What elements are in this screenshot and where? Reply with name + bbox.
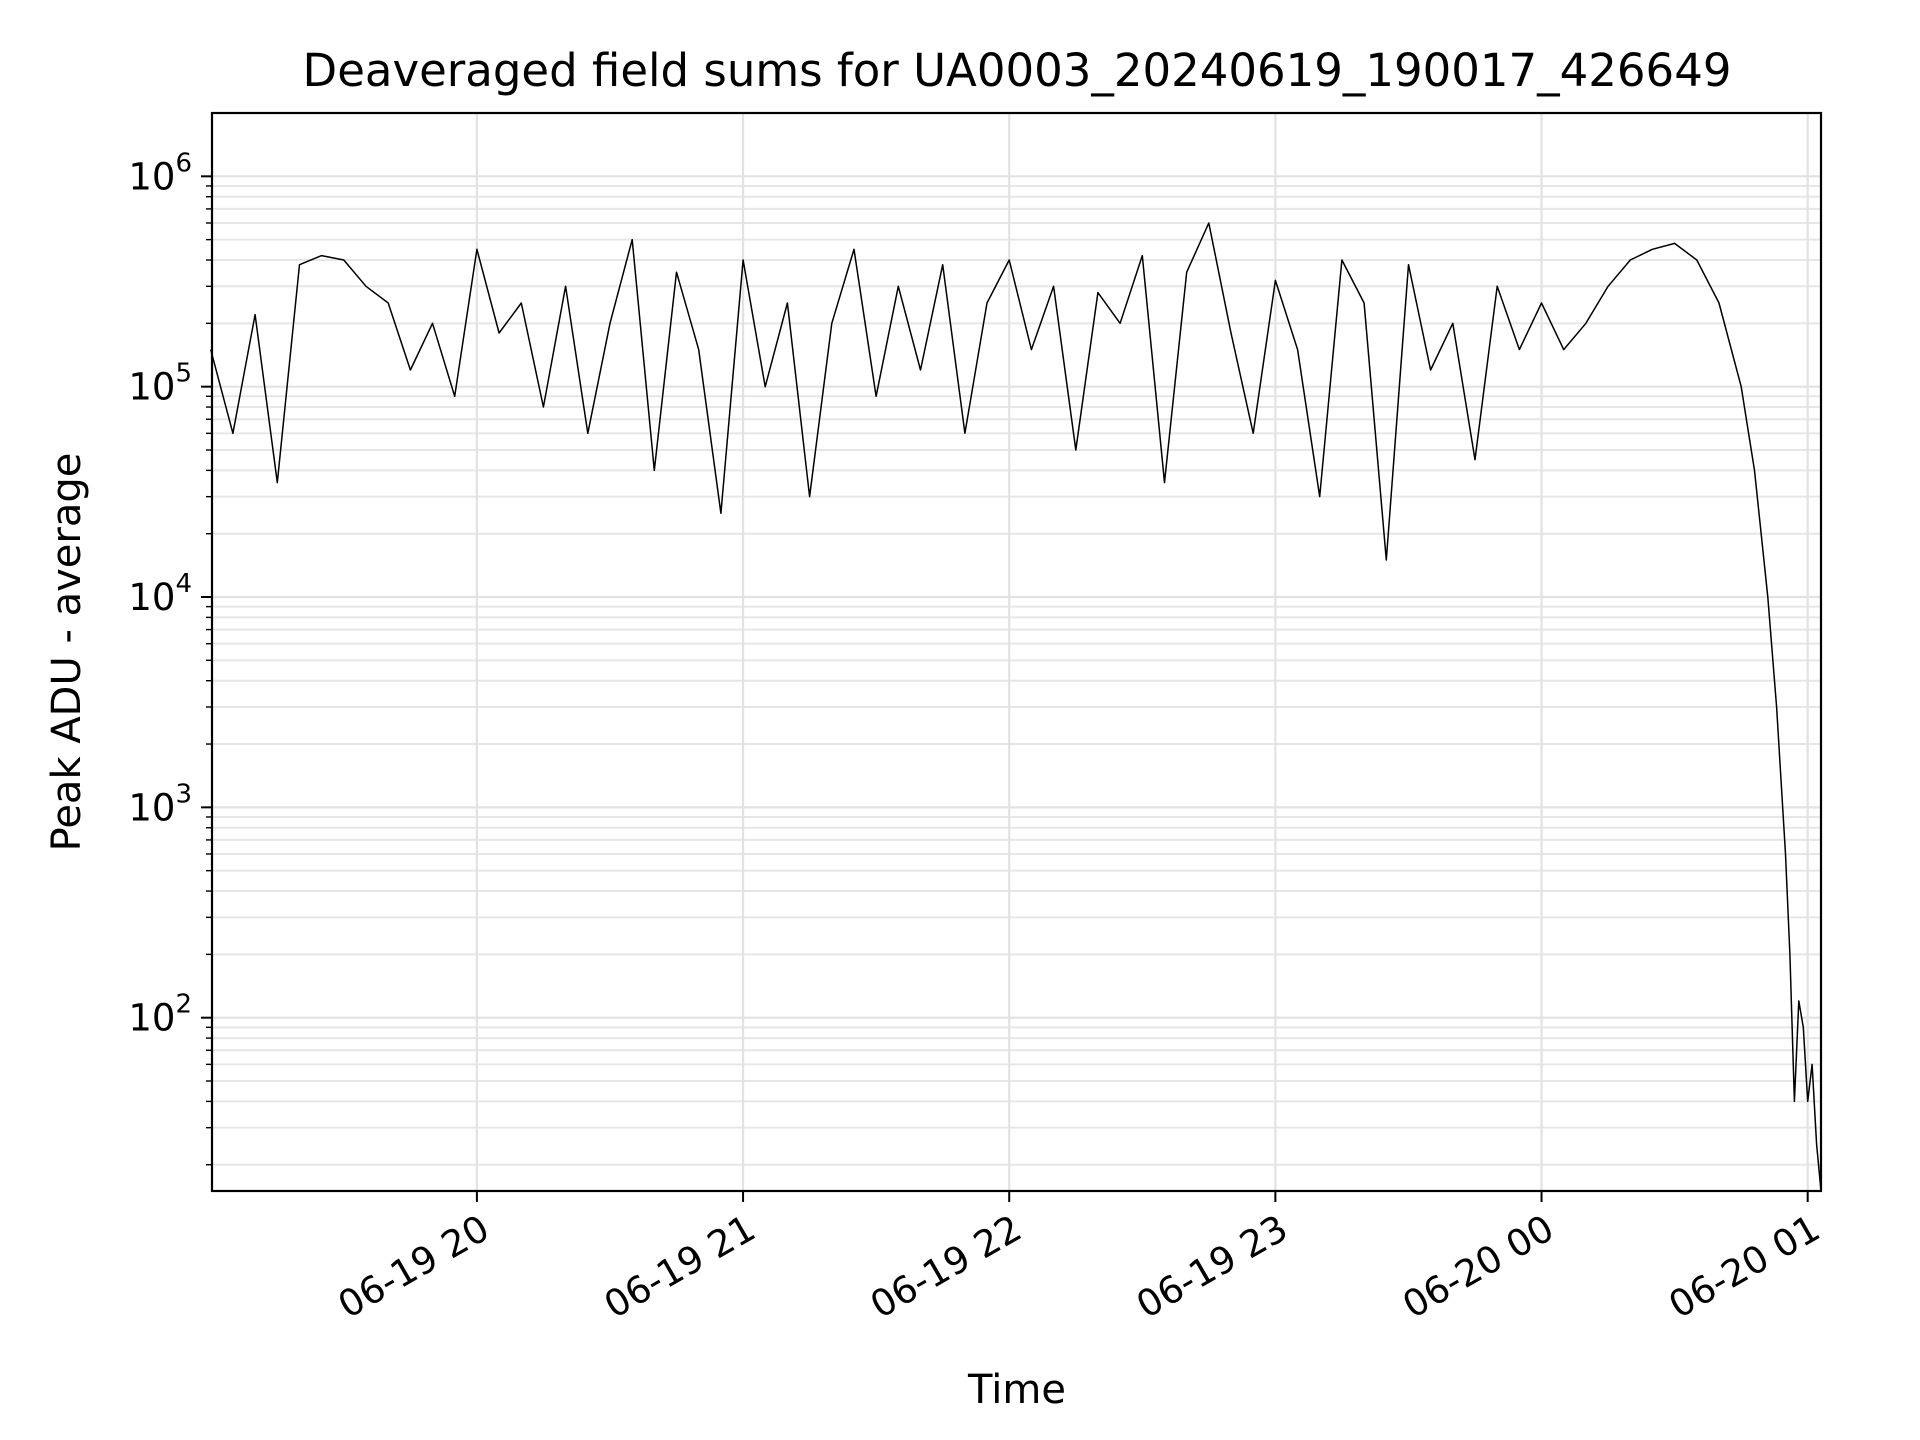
- y-axis: 102 103 104 105 106: [128, 148, 212, 1166]
- plot-frame: [210, 111, 1823, 1193]
- y-tick-label: 105: [128, 359, 192, 409]
- y-tick-label: 103: [128, 779, 192, 829]
- data-series: [209, 222, 1822, 1192]
- chart-title: Deaveraged field sums for UA0003_2024061…: [303, 44, 1732, 97]
- y-tick-label: 102: [128, 990, 192, 1040]
- y-axis-label: Peak ADU - average: [44, 453, 90, 852]
- x-axis-label: Time: [967, 1367, 1066, 1413]
- y-tick-label: 106: [128, 148, 192, 198]
- y-tick-label: 104: [128, 569, 192, 619]
- grid-lines: [212, 113, 1821, 1191]
- series-line: [209, 222, 1822, 1192]
